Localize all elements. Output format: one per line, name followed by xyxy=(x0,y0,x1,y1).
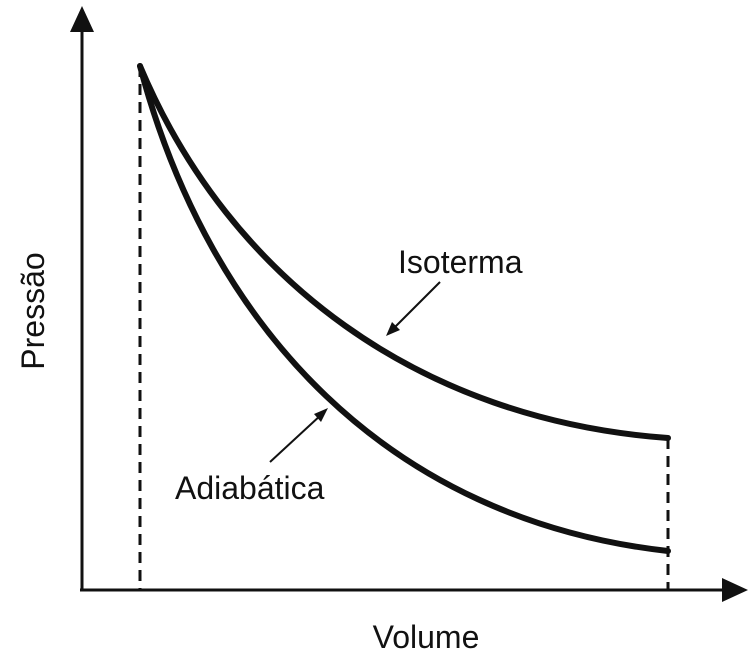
x-axis-label: Volume xyxy=(373,619,480,655)
adiabatic-pointer-arrowhead xyxy=(314,408,328,422)
isotherm-pointer-arrowhead xyxy=(386,322,400,336)
isotherm-pointer-line xyxy=(391,281,441,331)
isotherm-label: Isoterma xyxy=(398,244,523,280)
y-axis-arrowhead xyxy=(70,6,94,32)
adiabatic-pointer-line xyxy=(269,413,323,463)
adiabatic-label: Adiabática xyxy=(175,470,325,506)
x-axis-arrowhead xyxy=(722,578,748,602)
isotherm-curve xyxy=(137,63,671,441)
y-axis-label: Pressão xyxy=(15,252,51,369)
adiabatic-curve xyxy=(137,63,671,554)
